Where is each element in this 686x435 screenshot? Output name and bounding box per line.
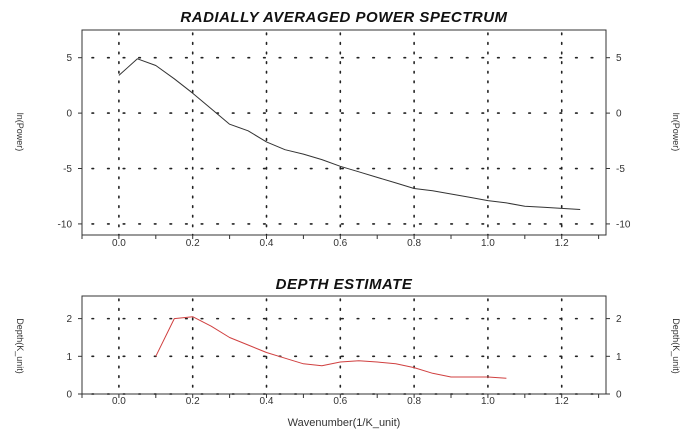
depth-y-tick-label-right: 2 — [616, 314, 622, 325]
depth-x-tick-label: 0.8 — [407, 396, 421, 407]
power-x-tick-label: 0.4 — [260, 238, 274, 249]
power-y-tick-label-left: -5 — [63, 164, 72, 175]
depth-y-tick-label-left: 0 — [66, 390, 72, 401]
depth-plot-frame — [81, 295, 607, 395]
depth-estimate-title: DEPTH ESTIMATE — [276, 276, 413, 293]
power-ylabel-right: ln(Power) — [671, 113, 681, 152]
power-x-tick-label: 1.2 — [555, 238, 569, 249]
depth-ylabel-left: Depth(K_unit) — [15, 318, 25, 374]
power-x-tick-label: 0.6 — [333, 238, 347, 249]
wavenumber-xlabel: Wavenumber(1/K_unit) — [288, 417, 401, 429]
depth-x-tick-label: 0.2 — [186, 396, 200, 407]
power-y-tick-label-left: 5 — [66, 53, 72, 64]
depth-x-tick-label: 0.6 — [333, 396, 347, 407]
depth-ylabel-right: Depth(K_unit) — [671, 318, 681, 374]
depth-x-tick-label: 1.0 — [481, 396, 495, 407]
power-y-tick-label-right: -10 — [616, 219, 631, 230]
power-spectrum-panel: 0.0 0.2 0.4 0.6 0.8 1.0 1.2 5 5 0 0 -5 -5 -10 -10 — [58, 29, 631, 249]
depth-y-tick-label-right: 0 — [616, 390, 622, 401]
depth-y-tick-label-right: 1 — [616, 352, 622, 363]
depth-x-tick-label: 1.2 — [555, 396, 569, 407]
power-x-tick-label: 0.0 — [112, 238, 126, 249]
power-plot-frame — [81, 29, 607, 236]
power-ylabel-left: ln(Power) — [15, 113, 25, 152]
power-y-tick-label-left: 0 — [66, 109, 72, 120]
depth-y-tick-label-left: 2 — [66, 314, 72, 325]
power-x-tick-label: 0.8 — [407, 238, 421, 249]
depth-x-tick-label: 0.4 — [260, 396, 274, 407]
power-y-tick-label-right: -5 — [616, 164, 625, 175]
power-series-line — [118, 58, 581, 210]
power-x-tick-label: 1.0 — [481, 238, 495, 249]
depth-estimate-panel: 0.0 0.2 0.4 0.6 0.8 1.0 1.2 2 2 1 1 0 0 — [66, 295, 622, 407]
power-x-tick-label: 0.2 — [186, 238, 200, 249]
power-y-tick-label-right: 0 — [616, 109, 622, 120]
depth-x-tick-label: 0.0 — [112, 396, 126, 407]
depth-series-line — [155, 316, 507, 379]
power-spectrum-title: RADIALLY AVERAGED POWER SPECTRUM — [180, 9, 507, 26]
power-y-tick-label-left: -10 — [58, 219, 73, 230]
depth-y-tick-label-left: 1 — [66, 352, 72, 363]
power-y-tick-label-right: 5 — [616, 53, 622, 64]
